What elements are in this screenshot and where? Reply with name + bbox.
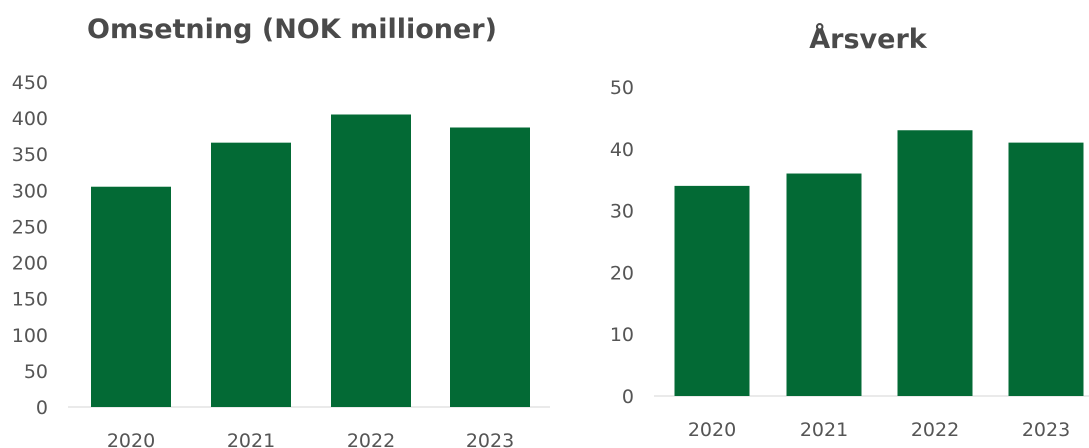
fte-y-axis: 0 10 20 30 40 50: [610, 77, 634, 408]
fte-chart-title: Årsverk: [809, 23, 928, 55]
revenue-bar-2023: [450, 127, 530, 407]
revenue-bar-2022: [331, 114, 411, 407]
revenue-y-tick-label: 450: [12, 72, 48, 94]
revenue-chart-title: Omsetning (NOK millioner): [87, 14, 497, 45]
revenue-bars: [91, 114, 530, 407]
fte-chart: Årsverk 0 10 20 30 40 50 2020 2021 2022 2023: [610, 23, 1089, 441]
revenue-y-tick-label: 250: [12, 216, 48, 238]
fte-bar-2021: [786, 173, 862, 396]
revenue-x-tick-label: 2021: [227, 430, 275, 448]
revenue-x-tick-label: 2023: [466, 430, 514, 448]
revenue-y-tick-label: 100: [12, 325, 48, 347]
revenue-bar-2020: [91, 186, 171, 407]
revenue-y-tick-label: 0: [36, 397, 48, 419]
revenue-x-tick-label: 2022: [347, 430, 395, 448]
fte-x-axis: 2020 2021 2022 2023: [688, 419, 1070, 441]
fte-bars: [674, 130, 1084, 396]
fte-x-tick-label: 2022: [911, 419, 959, 441]
fte-y-tick-label: 50: [610, 77, 634, 99]
fte-x-tick-label: 2020: [688, 419, 736, 441]
fte-bar-2022: [897, 130, 973, 396]
fte-bar-2023: [1008, 142, 1084, 396]
revenue-y-tick-label: 350: [12, 144, 48, 166]
revenue-bar-2021: [211, 142, 291, 407]
revenue-x-tick-label: 2020: [107, 430, 155, 448]
revenue-y-tick-label: 50: [24, 361, 48, 383]
revenue-y-tick-label: 200: [12, 253, 48, 275]
revenue-y-tick-label: 400: [12, 108, 48, 130]
fte-x-tick-label: 2023: [1022, 419, 1070, 441]
revenue-y-tick-label: 300: [12, 180, 48, 202]
fte-y-tick-label: 10: [610, 324, 634, 346]
revenue-y-axis: 0 50 100 150 200 250 300 350 400 450: [12, 72, 48, 419]
fte-y-tick-label: 40: [610, 139, 634, 161]
revenue-chart: Omsetning (NOK millioner) 0 50 100 150 200 25…: [12, 14, 550, 448]
revenue-x-axis: 2020 2021 2022 2023: [107, 430, 514, 448]
revenue-y-tick-label: 150: [12, 289, 48, 311]
fte-y-tick-label: 30: [610, 201, 634, 223]
fte-bar-2020: [674, 185, 750, 396]
fte-y-tick-label: 20: [610, 262, 634, 284]
fte-y-tick-label: 0: [622, 386, 634, 408]
fte-x-tick-label: 2021: [800, 419, 848, 441]
